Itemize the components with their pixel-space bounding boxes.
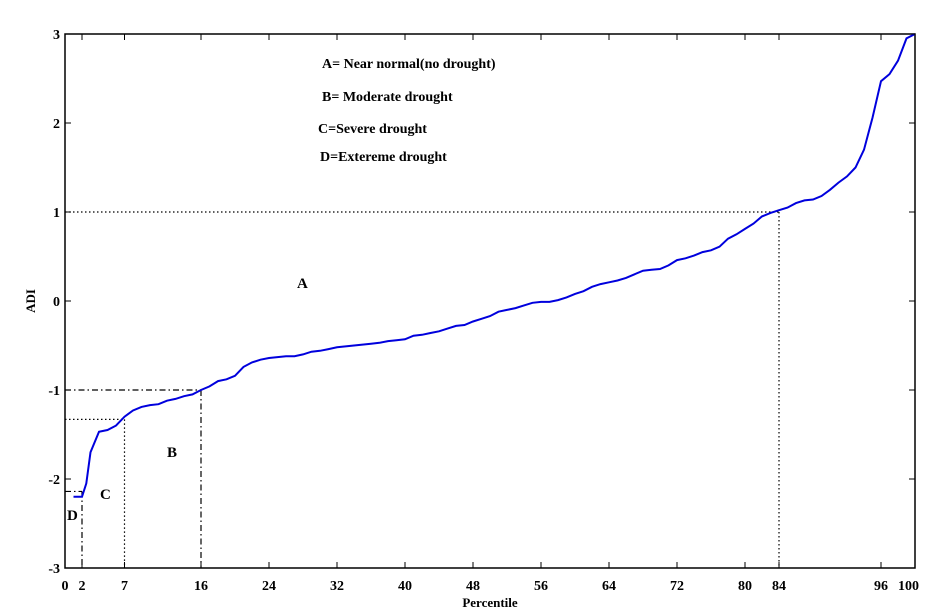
y-tick-labels: 3 2 1 0 -1 -2 -3 xyxy=(48,28,60,577)
x-tick-label-64: 64 xyxy=(602,579,616,594)
x-tick-label-96: 96 xyxy=(874,579,888,594)
legend-annotations: A= Near normal(no drought) B= Moderate d… xyxy=(318,57,496,165)
y-tick-label--2: -2 xyxy=(48,473,60,488)
y-tick-label-1: 1 xyxy=(53,206,60,221)
x-tick-label-7: 7 xyxy=(121,579,128,594)
x-tick-label-72: 72 xyxy=(670,579,684,594)
annotation-a: A= Near normal(no drought) xyxy=(322,57,496,72)
x-tick-label-100: 100 xyxy=(898,579,919,594)
plot-frame xyxy=(64,33,916,569)
y-tick-label--1: -1 xyxy=(48,384,60,399)
x-tick-label-56: 56 xyxy=(534,579,548,594)
y-tick-label-0: 0 xyxy=(53,295,60,310)
region-label-b: B xyxy=(167,445,177,461)
y-axis-title: ADI xyxy=(23,289,38,313)
y-tick-label--3: -3 xyxy=(48,562,60,577)
data-series xyxy=(73,33,916,498)
x-tick-label-32: 32 xyxy=(330,579,344,594)
adi-series-line xyxy=(73,33,916,498)
plot-area xyxy=(64,33,916,569)
annotation-c: C=Severe drought xyxy=(318,122,427,137)
x-tick-label-24: 24 xyxy=(262,579,276,594)
x-tick-label-84: 84 xyxy=(772,579,786,594)
region-label-a: A xyxy=(297,276,308,292)
x-axis-title: Percentile xyxy=(462,595,518,610)
x-tick-label-40: 40 xyxy=(398,579,412,594)
region-label-d: D xyxy=(67,508,78,524)
x-tick-label-0: 0 xyxy=(62,579,69,594)
annotation-d: D=Extereme drought xyxy=(320,150,447,165)
axis-ticks xyxy=(64,33,916,569)
annotation-b: B= Moderate drought xyxy=(322,90,453,105)
reference-lines xyxy=(65,211,780,568)
x-tick-label-16: 16 xyxy=(194,579,208,594)
y-tick-label-2: 2 xyxy=(53,117,60,132)
y-tick-label-3: 3 xyxy=(53,28,60,43)
x-tick-labels: 0 2 7 16 24 32 40 48 56 64 72 80 84 96 100 xyxy=(62,579,920,594)
x-tick-label-48: 48 xyxy=(466,579,480,594)
x-tick-label-2: 2 xyxy=(79,579,86,594)
x-tick-label-80: 80 xyxy=(738,579,752,594)
region-labels: A B C D xyxy=(67,276,308,524)
region-label-c: C xyxy=(100,487,111,503)
